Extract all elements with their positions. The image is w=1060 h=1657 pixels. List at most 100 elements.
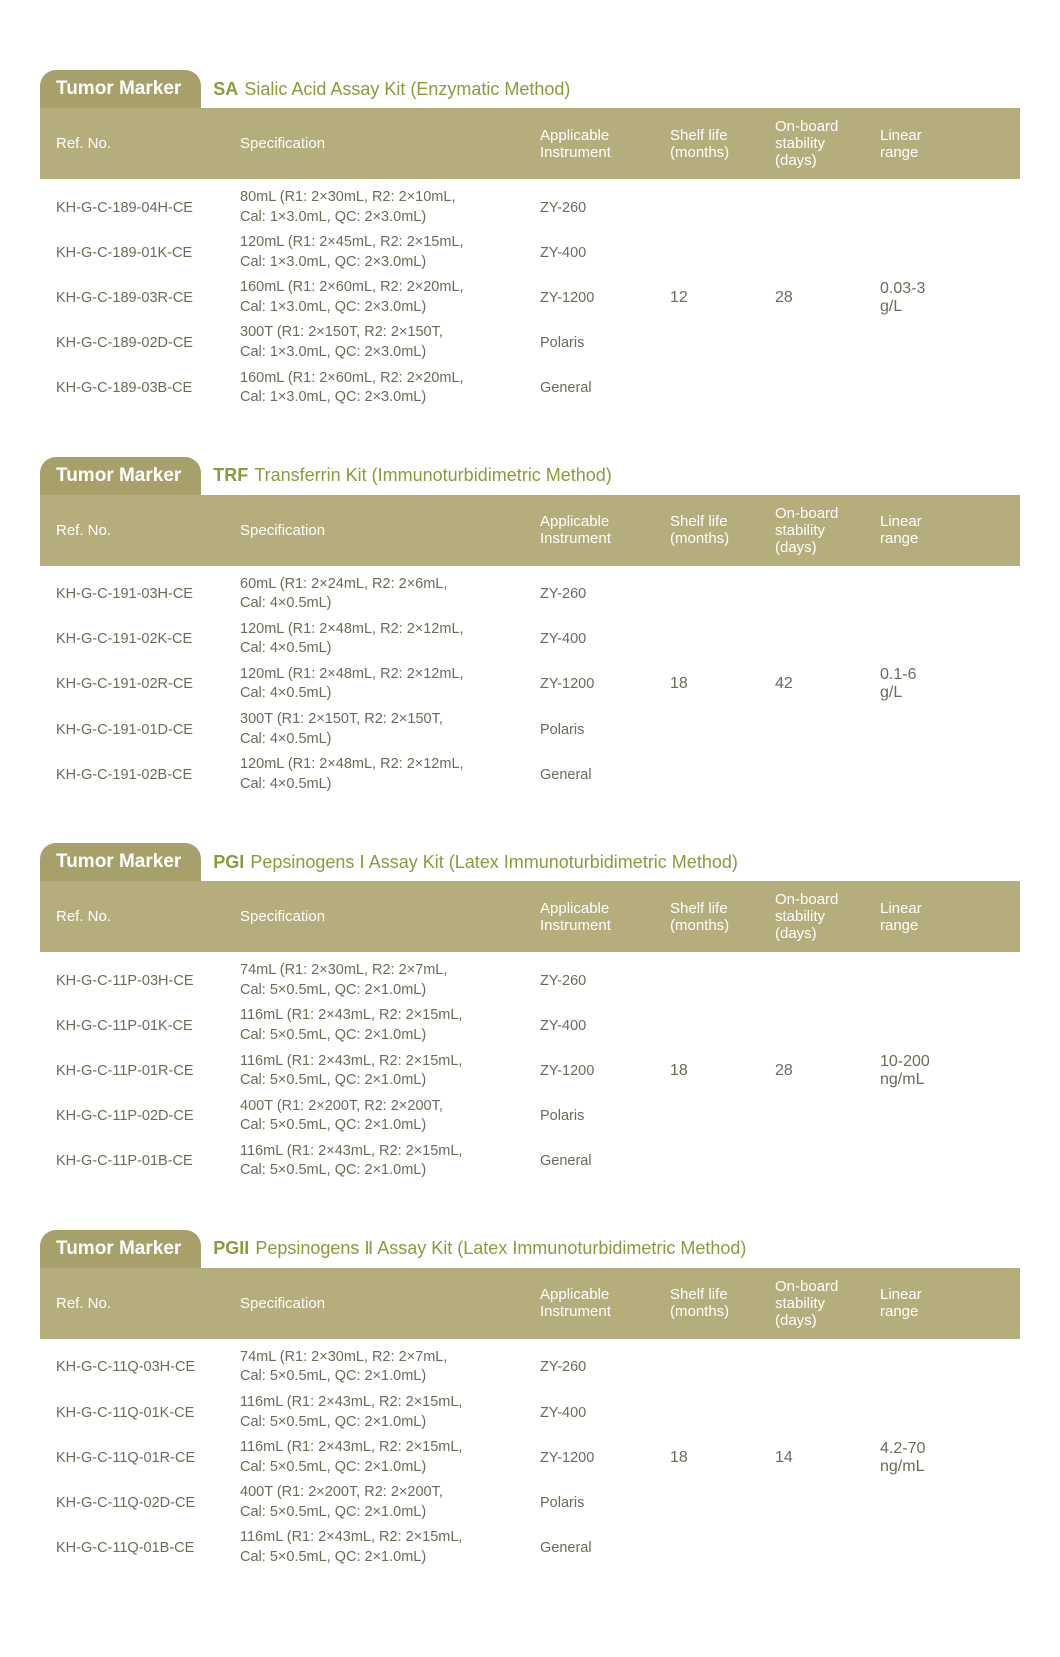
col-range-header: Linearrange (880, 127, 980, 161)
product-section: Tumor MarkerPGIIPepsinogens Ⅱ Assay Kit … (40, 1230, 1020, 1577)
cell-ref: KH-G-C-189-03B-CE (40, 380, 240, 396)
col-stab-header: On-boardstability(days) (775, 1278, 880, 1329)
cell-inst: ZY-260 (540, 1359, 670, 1375)
table-body-left: KH-G-C-11P-03H-CE74mL (R1: 2×30mL, R2: 2… (40, 952, 670, 1190)
col-stab-header: On-boardstability(days) (775, 891, 880, 942)
cell-stability: 28 (775, 1062, 880, 1080)
table-row: KH-G-C-11Q-03H-CE74mL (R1: 2×30mL, R2: 2… (40, 1345, 670, 1390)
cell-inst: ZY-260 (540, 586, 670, 602)
col-inst-header: ApplicableInstrument (540, 900, 670, 934)
col-spec-header: Specification (240, 1295, 540, 1312)
table-body-left: KH-G-C-189-04H-CE80mL (R1: 2×30mL, R2: 2… (40, 179, 670, 417)
cell-range: 10-200ng/mL (880, 1053, 980, 1089)
cell-inst: General (540, 1153, 670, 1169)
cell-ref: KH-G-C-191-02K-CE (40, 631, 240, 647)
kit-code: TRF (213, 465, 248, 486)
table-row: KH-G-C-189-01K-CE120mL (R1: 2×45mL, R2: … (40, 230, 670, 275)
cell-shelf: 18 (670, 1449, 775, 1467)
cell-spec: 120mL (R1: 2×48mL, R2: 2×12mL,Cal: 4×0.5… (240, 665, 540, 704)
cell-ref: KH-G-C-11Q-01R-CE (40, 1450, 240, 1466)
cell-ref: KH-G-C-189-02D-CE (40, 335, 240, 351)
cell-spec: 116mL (R1: 2×43mL, R2: 2×15mL,Cal: 5×0.5… (240, 1142, 540, 1181)
cell-spec: 116mL (R1: 2×43mL, R2: 2×15mL,Cal: 5×0.5… (240, 1006, 540, 1045)
table-row: KH-G-C-11P-01K-CE116mL (R1: 2×43mL, R2: … (40, 1003, 670, 1048)
col-inst-header: ApplicableInstrument (540, 1286, 670, 1320)
cell-range: 0.03-3g/L (880, 280, 980, 316)
cell-ref: KH-G-C-189-01K-CE (40, 245, 240, 261)
table-row: KH-G-C-11P-01R-CE116mL (R1: 2×43mL, R2: … (40, 1049, 670, 1094)
cell-inst: General (540, 380, 670, 396)
table-row: KH-G-C-189-03B-CE160mL (R1: 2×60mL, R2: … (40, 366, 670, 411)
cell-inst: Polaris (540, 1108, 670, 1124)
cell-inst: Polaris (540, 722, 670, 738)
table-body-wrap: KH-G-C-11P-03H-CE74mL (R1: 2×30mL, R2: 2… (40, 952, 1020, 1190)
section-header: Tumor MarkerTRFTransferrin Kit (Immunotu… (40, 457, 1020, 495)
cell-spec: 400T (R1: 2×200T, R2: 2×200T,Cal: 5×0.5m… (240, 1483, 540, 1522)
col-ref-header: Ref. No. (40, 522, 240, 539)
cell-inst: ZY-400 (540, 631, 670, 647)
cell-ref: KH-G-C-11Q-01K-CE (40, 1405, 240, 1421)
table-row: KH-G-C-11Q-01K-CE116mL (R1: 2×43mL, R2: … (40, 1390, 670, 1435)
table-header: Ref. No.SpecificationApplicableInstrumen… (40, 495, 1020, 566)
section-header: Tumor MarkerPGIPepsinogens Ⅰ Assay Kit (… (40, 843, 1020, 881)
cell-inst: Polaris (540, 335, 670, 351)
col-spec-header: Specification (240, 135, 540, 152)
cell-spec: 116mL (R1: 2×43mL, R2: 2×15mL,Cal: 5×0.5… (240, 1528, 540, 1567)
col-spec-header: Specification (240, 908, 540, 925)
cell-stability: 28 (775, 289, 880, 307)
cell-inst: ZY-400 (540, 1405, 670, 1421)
col-range-header: Linearrange (880, 1286, 980, 1320)
category-badge: Tumor Marker (40, 457, 201, 495)
table-body-wrap: KH-G-C-189-04H-CE80mL (R1: 2×30mL, R2: 2… (40, 179, 1020, 417)
cell-spec: 116mL (R1: 2×43mL, R2: 2×15mL,Cal: 5×0.5… (240, 1052, 540, 1091)
cell-spec: 60mL (R1: 2×24mL, R2: 2×6mL,Cal: 4×0.5mL… (240, 575, 540, 614)
cell-inst: ZY-260 (540, 973, 670, 989)
table-row: KH-G-C-11P-02D-CE400T (R1: 2×200T, R2: 2… (40, 1094, 670, 1139)
merged-columns: 18420.1-6g/L (670, 566, 980, 804)
col-inst-header: ApplicableInstrument (540, 513, 670, 547)
table-body-left: KH-G-C-191-03H-CE60mL (R1: 2×24mL, R2: 2… (40, 566, 670, 804)
cell-inst: General (540, 1540, 670, 1556)
table-row: KH-G-C-11Q-02D-CE400T (R1: 2×200T, R2: 2… (40, 1480, 670, 1525)
cell-ref: KH-G-C-191-02R-CE (40, 676, 240, 692)
cell-ref: KH-G-C-191-01D-CE (40, 722, 240, 738)
cell-spec: 120mL (R1: 2×48mL, R2: 2×12mL,Cal: 4×0.5… (240, 755, 540, 794)
merged-columns: 182810-200ng/mL (670, 952, 980, 1190)
kit-code: PGI (213, 852, 244, 873)
col-shelf-header: Shelf life(months) (670, 127, 775, 161)
product-section: Tumor MarkerSASialic Acid Assay Kit (Enz… (40, 70, 1020, 417)
table-row: KH-G-C-11Q-01B-CE116mL (R1: 2×43mL, R2: … (40, 1525, 670, 1570)
table-row: KH-G-C-191-02R-CE120mL (R1: 2×48mL, R2: … (40, 662, 670, 707)
cell-spec: 74mL (R1: 2×30mL, R2: 2×7mL,Cal: 5×0.5mL… (240, 1348, 540, 1387)
col-ref-header: Ref. No. (40, 908, 240, 925)
merged-columns: 18144.2-70ng/mL (670, 1339, 980, 1577)
page-container: Tumor MarkerSASialic Acid Assay Kit (Enz… (40, 70, 1020, 1577)
cell-ref: KH-G-C-11Q-01B-CE (40, 1540, 240, 1556)
table-row: KH-G-C-11Q-01R-CE116mL (R1: 2×43mL, R2: … (40, 1435, 670, 1480)
kit-name: Pepsinogens Ⅱ Assay Kit (Latex Immunotur… (255, 1238, 746, 1259)
table-row: KH-G-C-11P-03H-CE74mL (R1: 2×30mL, R2: 2… (40, 958, 670, 1003)
cell-ref: KH-G-C-189-03R-CE (40, 290, 240, 306)
cell-spec: 80mL (R1: 2×30mL, R2: 2×10mL,Cal: 1×3.0m… (240, 188, 540, 227)
product-section: Tumor MarkerPGIPepsinogens Ⅰ Assay Kit (… (40, 843, 1020, 1190)
kit-code: PGII (213, 1238, 249, 1259)
col-stab-header: On-boardstability(days) (775, 118, 880, 169)
col-inst-header: ApplicableInstrument (540, 127, 670, 161)
table-body-wrap: KH-G-C-191-03H-CE60mL (R1: 2×24mL, R2: 2… (40, 566, 1020, 804)
table-header: Ref. No.SpecificationApplicableInstrumen… (40, 1268, 1020, 1339)
cell-shelf: 12 (670, 289, 775, 307)
category-badge: Tumor Marker (40, 843, 201, 881)
cell-range: 4.2-70ng/mL (880, 1440, 980, 1476)
cell-range: 0.1-6g/L (880, 666, 980, 702)
cell-inst: ZY-1200 (540, 1450, 670, 1466)
cell-spec: 400T (R1: 2×200T, R2: 2×200T,Cal: 5×0.5m… (240, 1097, 540, 1136)
cell-ref: KH-G-C-191-02B-CE (40, 767, 240, 783)
cell-inst: ZY-260 (540, 200, 670, 216)
col-ref-header: Ref. No. (40, 135, 240, 152)
cell-inst: ZY-400 (540, 245, 670, 261)
cell-spec: 74mL (R1: 2×30mL, R2: 2×7mL,Cal: 5×0.5mL… (240, 961, 540, 1000)
cell-spec: 116mL (R1: 2×43mL, R2: 2×15mL,Cal: 5×0.5… (240, 1393, 540, 1432)
table-body-wrap: KH-G-C-11Q-03H-CE74mL (R1: 2×30mL, R2: 2… (40, 1339, 1020, 1577)
cell-ref: KH-G-C-11P-01R-CE (40, 1063, 240, 1079)
cell-ref: KH-G-C-11P-02D-CE (40, 1108, 240, 1124)
